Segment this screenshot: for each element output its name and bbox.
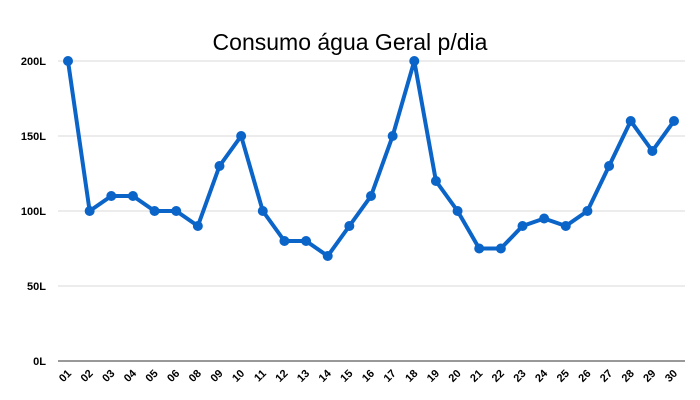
x-tick-label: 09 — [208, 368, 225, 385]
series-line-layer — [66, 59, 676, 258]
x-tick-label: 16 — [360, 368, 377, 385]
data-point — [517, 221, 528, 231]
y-tick-label: 200L — [21, 56, 46, 68]
x-tick-label: 05 — [144, 368, 161, 385]
data-point — [149, 206, 160, 216]
data-point — [322, 251, 333, 261]
x-tick-label: 19 — [425, 368, 442, 385]
data-point — [171, 206, 182, 216]
data-point — [604, 161, 615, 171]
data-point — [127, 191, 138, 201]
y-tick-label: 50L — [27, 281, 46, 293]
x-tick-label: 02 — [79, 368, 96, 385]
x-tick-label: 21 — [468, 368, 485, 385]
x-tick-label: 14 — [317, 367, 335, 385]
y-tick-label: 0L — [33, 356, 46, 368]
data-point — [452, 206, 463, 216]
x-tick-label: 10 — [230, 368, 247, 385]
data-point — [214, 161, 225, 171]
x-tick-label: 29 — [641, 368, 658, 385]
x-tick-label: 13 — [295, 368, 312, 385]
data-point — [192, 221, 203, 231]
data-point — [106, 191, 117, 201]
y-tick-label: 150L — [21, 131, 46, 143]
x-tick-label: 04 — [122, 367, 140, 385]
data-point — [236, 131, 247, 141]
data-points — [63, 56, 679, 261]
data-point — [84, 206, 95, 216]
x-tick-label: 01 — [57, 368, 74, 385]
x-tick-label: 27 — [598, 368, 615, 385]
data-point — [495, 243, 506, 254]
x-tick-label: 26 — [576, 368, 593, 385]
data-point — [366, 191, 376, 201]
data-point — [669, 116, 679, 126]
data-point — [582, 206, 593, 216]
data-point — [539, 213, 550, 224]
x-tick-label: 24 — [533, 367, 551, 385]
data-point — [474, 243, 485, 254]
x-tick-label: 15 — [338, 368, 355, 385]
data-point — [625, 116, 636, 126]
x-tick-label: 28 — [620, 368, 637, 385]
x-tick-label: 25 — [555, 368, 572, 385]
data-point — [430, 176, 441, 186]
data-point — [647, 146, 658, 156]
x-tick-label: 23 — [511, 368, 528, 385]
x-axis-ticks: 01 02 03 04 05 06 08 09 10 11 12 13 14 15 16 17 18 19 20 21… — [57, 367, 680, 385]
data-point — [257, 206, 268, 216]
data-point — [560, 221, 571, 231]
x-tick-label: 08 — [187, 368, 204, 385]
data-point — [344, 221, 355, 231]
x-tick-label: 11 — [252, 368, 269, 385]
x-tick-label: 20 — [447, 368, 464, 385]
data-point — [387, 131, 398, 141]
x-tick-label: 22 — [490, 368, 507, 385]
x-tick-label: 30 — [663, 368, 680, 385]
x-tick-label: 06 — [165, 368, 182, 385]
chart-title: Consumo água Geral p/dia — [213, 29, 488, 55]
data-point — [301, 236, 312, 246]
x-tick-label: 03 — [100, 368, 117, 385]
data-point — [409, 56, 420, 66]
y-tick-label: 100L — [21, 206, 46, 218]
x-tick-label: 18 — [403, 368, 420, 385]
x-tick-label: 12 — [273, 368, 290, 385]
y-axis-ticks: 0L 50L 100L 150L 200L — [21, 56, 46, 368]
x-tick-label: 17 — [382, 368, 399, 385]
data-point — [63, 56, 73, 66]
series-line — [66, 59, 676, 258]
data-point — [279, 236, 290, 246]
